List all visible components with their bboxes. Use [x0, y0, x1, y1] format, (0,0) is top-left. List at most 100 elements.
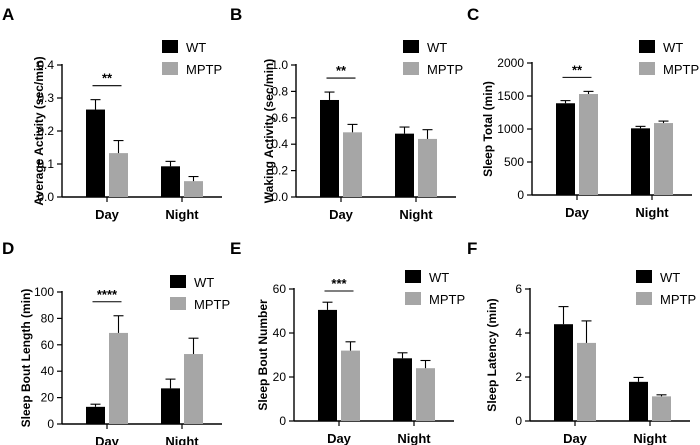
- y-tick-label: 80: [41, 311, 55, 325]
- y-axis-label: Sleep Latency (min): [485, 298, 499, 411]
- y-tick-label: 0: [279, 414, 286, 428]
- legend-swatch-wt: [170, 275, 186, 288]
- panel-letter: E: [230, 239, 241, 258]
- panel-letter: F: [467, 239, 477, 258]
- significance-label: **: [102, 71, 113, 86]
- bar-wt-night: [161, 166, 180, 197]
- bar-wt-day: [556, 103, 575, 195]
- y-tick-label: 0.0: [37, 190, 54, 204]
- y-tick-label: 4: [515, 326, 522, 340]
- significance-label: ***: [331, 276, 347, 291]
- x-category-label: Day: [329, 207, 354, 222]
- panel-letter: B: [230, 5, 242, 24]
- y-tick-label: 0: [517, 188, 524, 202]
- significance-label: **: [336, 63, 347, 78]
- y-tick-label: 0.4: [37, 58, 54, 72]
- y-tick-label: 60: [273, 282, 287, 296]
- y-tick-label: 0: [47, 417, 54, 431]
- y-tick-label: 40: [41, 364, 55, 378]
- y-tick-label: 0.3: [37, 91, 54, 105]
- bar-mptp-day: [341, 350, 360, 421]
- panel-letter: D: [2, 239, 14, 258]
- y-tick-label: 60: [41, 338, 55, 352]
- y-axis-label: Waking Activity (sec/min): [262, 59, 276, 203]
- panel-f: F Sleep Latency (min) 0 2 4 6 Day Night WT MPTP: [467, 239, 696, 445]
- bar-mptp-night: [184, 354, 203, 424]
- bar-mptp-night: [184, 181, 203, 197]
- y-tick-label: 500: [504, 155, 524, 169]
- y-tick-label: 20: [273, 370, 287, 384]
- y-axis-label: Average Activity (sec/min): [32, 56, 46, 205]
- bar-wt-night: [161, 388, 180, 424]
- panel-d: D Sleep Bout Length (min) 0 20 40 60 80 100 Day N…: [2, 239, 230, 445]
- bar-mptp-day: [109, 332, 128, 424]
- bar-mptp-night: [654, 123, 673, 195]
- legend-swatch-wt: [636, 270, 652, 283]
- x-category-label: Day: [327, 431, 352, 445]
- legend-label-mptp: MPTP: [660, 292, 696, 307]
- y-tick-label: 1.0: [271, 58, 288, 72]
- legend-swatch-mptp: [403, 62, 419, 75]
- bar-wt-day: [86, 109, 105, 197]
- y-tick-label: 2000: [497, 56, 524, 70]
- legend-label-wt: WT: [663, 40, 683, 55]
- legend-label-wt: WT: [186, 40, 206, 55]
- x-category-label: Night: [165, 434, 199, 445]
- y-tick-label: 0.2: [37, 124, 54, 138]
- significance-label: **: [572, 62, 583, 77]
- legend-label-wt: WT: [660, 270, 680, 285]
- x-category-label: Day: [563, 431, 588, 445]
- y-tick-label: 0.2: [271, 164, 288, 178]
- y-tick-label: 0.8: [271, 84, 288, 98]
- bar-wt-day: [554, 324, 573, 421]
- bar-wt-day: [318, 309, 337, 421]
- x-category-label: Night: [633, 431, 667, 445]
- x-category-label: Night: [399, 207, 433, 222]
- x-category-label: Day: [565, 205, 590, 220]
- bar-wt-night: [629, 381, 648, 421]
- bar-mptp-day: [343, 132, 362, 197]
- y-tick-label: 6: [515, 282, 522, 296]
- legend-swatch-wt: [162, 40, 178, 53]
- bar-mptp-night: [418, 138, 437, 197]
- bar-mptp-day: [577, 342, 596, 421]
- panel-letter: A: [2, 5, 14, 24]
- y-axis-label: Sleep Bout Length (min): [19, 289, 33, 428]
- legend-swatch-wt: [405, 270, 421, 283]
- bar-wt-day: [320, 99, 339, 197]
- legend-swatch-wt: [403, 40, 419, 53]
- y-tick-label: 0.6: [271, 111, 288, 125]
- legend-label-mptp: MPTP: [186, 62, 222, 77]
- x-category-label: Night: [397, 431, 431, 445]
- y-tick-label: 2: [515, 370, 522, 384]
- y-tick-label: 100: [34, 285, 54, 299]
- bar-wt-night: [395, 133, 414, 197]
- legend-swatch-mptp: [162, 62, 178, 75]
- legend-swatch-mptp: [170, 297, 186, 310]
- y-tick-label: 0.1: [37, 157, 54, 171]
- panel-a: A Average Activity (sec/min)0.0 0.1 0.2 0.3 0…: [2, 5, 222, 222]
- legend-label-mptp: MPTP: [663, 62, 699, 77]
- legend-swatch-mptp: [636, 292, 652, 305]
- y-tick-label: 0: [515, 414, 522, 428]
- panel-b: B Waking Activity (sec/min)0.0 0.2 0.4 0.6 0.…: [230, 5, 463, 222]
- legend-label-mptp: MPTP: [429, 292, 465, 307]
- bar-mptp-night: [416, 368, 435, 421]
- legend-label-wt: WT: [429, 270, 449, 285]
- significance-label: ****: [97, 287, 118, 302]
- bar-wt-day: [86, 406, 105, 424]
- x-category-label: Night: [165, 207, 199, 222]
- x-category-label: Day: [95, 434, 120, 445]
- y-tick-label: 40: [273, 326, 287, 340]
- x-category-label: Night: [635, 205, 669, 220]
- legend-label-mptp: MPTP: [194, 297, 230, 312]
- y-tick-label: 0.0: [271, 190, 288, 204]
- bar-wt-night: [631, 128, 650, 195]
- legend-label-mptp: MPTP: [427, 62, 463, 77]
- y-tick-label: 1000: [497, 122, 524, 136]
- y-axis-label: Sleep Bout Number: [256, 299, 270, 411]
- legend-swatch-wt: [639, 40, 655, 53]
- panel-e: E Sleep Bout Number 0 20 40 60 Day Night *** WT MP…: [230, 239, 465, 445]
- x-category-label: Day: [95, 207, 120, 222]
